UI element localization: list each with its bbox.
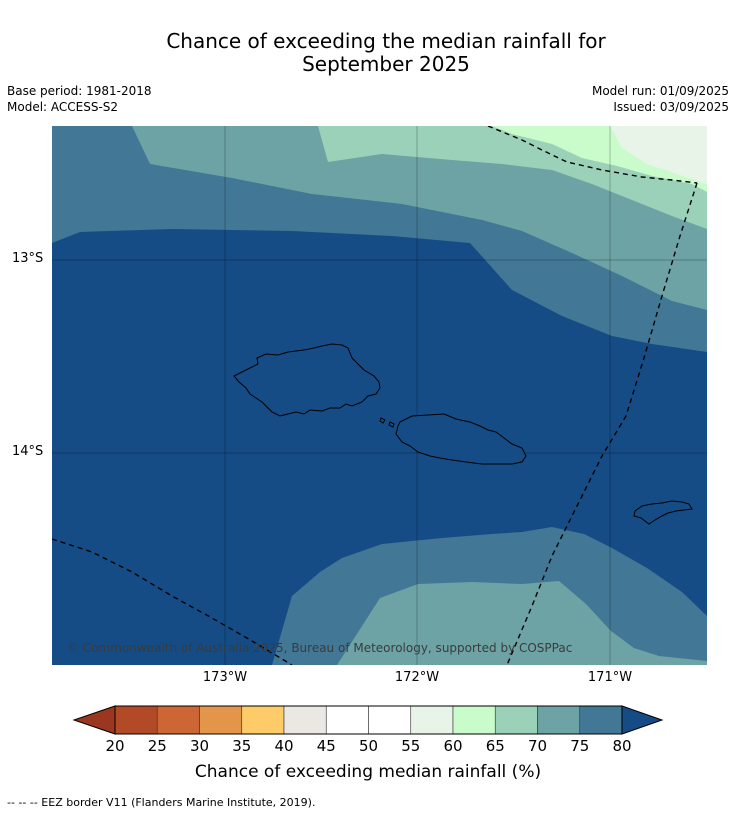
meta-right: Model run: 01/09/2025 Issued: 03/09/2025 [592,83,729,115]
colorbar-tick-label: 65 [485,737,505,755]
lat-label-14s: 14°S [12,444,44,459]
island-manono [379,417,395,428]
colorbar-cell [114,705,158,735]
graticule [52,126,707,665]
colorbar-cell [579,705,623,735]
lon-label-172w: 172°W [394,670,440,685]
colorbar-cell [452,705,496,735]
issued-date: Issued: 03/09/2025 [613,100,729,114]
colorbar-frame [114,705,623,735]
colorbar [72,705,664,735]
base-period: Base period: 1981-2018 [7,84,152,98]
colorbar-tick-label: 55 [401,737,421,755]
colorbar-tick-label: 25 [147,737,167,755]
colorbar-tick-label: 75 [570,737,590,755]
zone-55-north [610,126,707,184]
eez-borders [52,126,698,665]
colorbar-tick-label: 70 [527,737,548,755]
chart-title: Chance of exceeding the median rainfall … [0,30,736,76]
colorbar-tick-label: 30 [189,737,210,755]
colorbar-cell [156,705,200,735]
title-line-2: September 2025 [302,52,470,76]
colorbar-cell [537,705,581,735]
colorbar-extend-high [621,705,664,735]
colorbar-tick-label: 40 [274,737,294,755]
colorbar-cell [494,705,538,735]
model-run: Model run: 01/09/2025 [591,84,729,98]
colorbar-cell [410,705,454,735]
lon-label-173w: 173°W [202,670,248,685]
zone-70-south [337,581,707,665]
eez-footnote: -- -- -- EEZ border V11 (Flanders Marine… [7,796,316,809]
colorbar-cell [283,705,327,735]
colorbar-extend-low [72,705,116,735]
colorbar-tick-label: 45 [316,737,336,755]
colorbar-cell [199,705,243,735]
title-line-1: Chance of exceeding the median rainfall … [166,29,606,53]
eez-border-north [487,126,698,184]
lon-label-171w: 171°W [587,670,633,685]
island-savaii [233,343,381,417]
colorbar-cell [368,705,412,735]
model-name: Model: ACCESS-S2 [7,100,119,114]
colorbar-tick-label: 80 [612,737,632,755]
island-tutuila [633,500,693,525]
eez-border-southwest [52,538,293,665]
colorbar-tick-label: 35 [232,737,252,755]
colorbar-label: Chance of exceeding median rainfall (%) [194,762,542,782]
colorbar-tick-label: 60 [443,737,463,755]
colorbar-tick-label: 20 [105,737,125,755]
meta-left: Base period: 1981-2018 Model: ACCESS-S2 [7,83,152,115]
copyright-notice: © Commonwealth of Australia 2025, Bureau… [67,641,573,655]
lat-label-13s: 13°S [12,251,44,266]
colorbar-cell [241,705,285,735]
rainfall-map [52,126,707,665]
colorbar-tick-label: 50 [358,737,379,755]
island-upolu [395,413,527,465]
colorbar-cell [325,705,369,735]
